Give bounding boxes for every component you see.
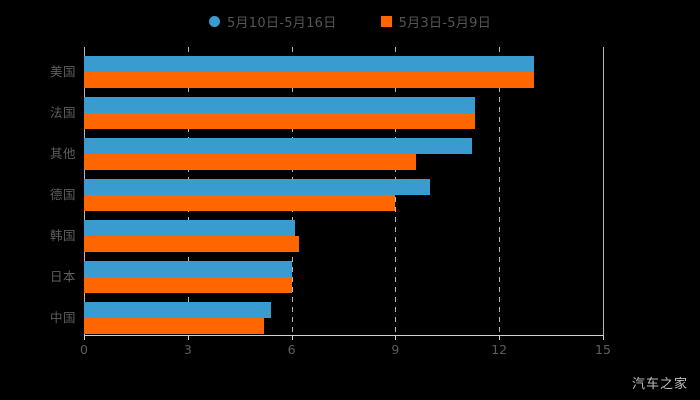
- bar-group: [84, 56, 603, 88]
- bar-group: [84, 302, 603, 334]
- bar[interactable]: [84, 277, 292, 293]
- y-axis-label: 法国: [49, 105, 76, 120]
- x-axis-tick-mark: [291, 335, 293, 340]
- x-axis-ticks: 0 3 6 9 12 15: [80, 335, 611, 359]
- y-axis-category-labels: 美国法国其他德国韩国日本中国: [0, 47, 76, 335]
- y-axis-label: 德国: [49, 187, 76, 202]
- watermark: 汽车之家: [631, 377, 688, 392]
- bar-group: [84, 220, 603, 252]
- chart-legend: 5月10日-5月16日 5月3日-5月9日: [0, 8, 700, 34]
- plot-area: [84, 47, 604, 335]
- x-axis-tick-label: 3: [183, 342, 192, 357]
- y-axis-label: 中国: [49, 310, 76, 325]
- x-axis-tick-mark: [603, 335, 604, 340]
- bar-group: [84, 97, 603, 129]
- x-axis-tick-label: 12: [491, 342, 508, 357]
- x-axis-tick-mark: [84, 335, 85, 340]
- legend-item-series-1[interactable]: 5月10日-5月16日: [208, 12, 337, 31]
- bar[interactable]: [84, 318, 264, 334]
- y-axis-label: 美国: [49, 64, 76, 79]
- x-axis-tick-label: 0: [80, 342, 88, 357]
- legend-label-series-1: 5月10日-5月16日: [226, 15, 337, 31]
- bar[interactable]: [84, 220, 296, 236]
- bar[interactable]: [84, 302, 271, 318]
- bar-groups: [84, 47, 603, 335]
- y-axis-label: 日本: [49, 269, 76, 284]
- bar-group: [84, 179, 603, 211]
- x-axis-line: [84, 335, 604, 336]
- bar[interactable]: [84, 179, 430, 195]
- y-axis-label: 其他: [49, 146, 76, 161]
- bar[interactable]: [84, 113, 475, 129]
- x-axis-tick-label: 9: [391, 342, 400, 357]
- bar-group: [84, 138, 603, 170]
- x-axis-tick-mark: [187, 335, 189, 340]
- bar[interactable]: [84, 236, 299, 252]
- x-axis-tick-label: 6: [287, 342, 296, 357]
- x-axis-tick-mark: [395, 335, 397, 340]
- bar[interactable]: [84, 138, 472, 154]
- x-axis-tick-mark: [499, 335, 501, 340]
- bar[interactable]: [84, 154, 417, 170]
- legend-swatch-circle-icon: [208, 15, 220, 27]
- y-axis-label: 韩国: [49, 228, 76, 243]
- bar[interactable]: [84, 97, 475, 113]
- legend-swatch-square-icon: [380, 15, 392, 27]
- bar[interactable]: [84, 56, 534, 72]
- bar[interactable]: [84, 261, 292, 277]
- gridline-15: [603, 47, 604, 335]
- legend-item-series-2[interactable]: 5月3日-5月9日: [380, 12, 492, 31]
- x-axis-tick-label: 15: [595, 342, 611, 357]
- legend-label-series-2: 5月3日-5月9日: [398, 15, 492, 31]
- bar[interactable]: [84, 72, 534, 88]
- bar[interactable]: [84, 195, 396, 211]
- bar-group: [84, 261, 603, 293]
